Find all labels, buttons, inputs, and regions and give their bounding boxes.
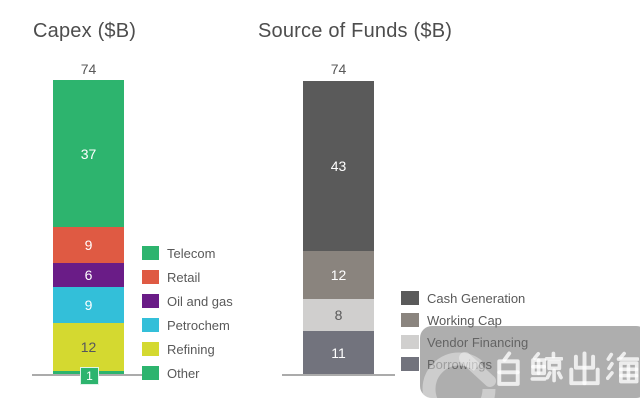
- segment-value-label: 8: [334, 307, 343, 323]
- legend-swatch-borrowings: [401, 357, 419, 371]
- legend-label: Oil and gas: [167, 293, 233, 309]
- segment-value-label: 9: [84, 237, 93, 253]
- whale-ring-logo-icon: [422, 352, 496, 398]
- stacked-bar-capex: 37 9 6 9 12: [53, 80, 124, 375]
- legend-item-refining: Refining: [142, 337, 233, 361]
- legend-swatch-other: [142, 366, 159, 380]
- char-jing-icon: [530, 351, 563, 383]
- legend-capex: Telecom Retail Oil and gas Petrochem Refinin…: [142, 241, 233, 385]
- bar-segment-working-cap: 12: [303, 251, 374, 299]
- segment-value-label: 9: [84, 297, 93, 313]
- legend-item-oil-and-gas: Oil and gas: [142, 289, 233, 313]
- segment-value-label: 37: [80, 145, 97, 162]
- segment-value-label: 11: [331, 345, 346, 361]
- x-axis-line: [282, 374, 395, 376]
- total-value-label: 74: [330, 61, 347, 77]
- legend-label: Petrochem: [167, 317, 230, 333]
- legend-swatch-vendor-financing: [401, 335, 419, 349]
- bar-segment-borrowings: 11: [303, 331, 374, 375]
- legend-label: Retail: [167, 269, 201, 285]
- segment-value-label: 12: [80, 339, 97, 355]
- legend-item-cash-generation: Cash Generation: [401, 287, 528, 309]
- char-bai-icon: [497, 351, 520, 386]
- bar-segment-cash-generation: 43: [303, 81, 374, 251]
- legend-swatch-petrochem: [142, 318, 159, 332]
- bar-segment-vendor-financing: 8: [303, 299, 374, 331]
- legend-item-working-cap: Working Cap: [401, 309, 528, 331]
- bar-segment-retail: 9: [53, 227, 124, 263]
- legend-label: Telecom: [167, 245, 216, 261]
- legend-label: Other: [167, 365, 200, 381]
- watermark-characters: [492, 348, 639, 390]
- legend-swatch-cash-generation: [401, 291, 419, 305]
- legend-item-retail: Retail: [142, 265, 233, 289]
- segment-value-label: 43: [330, 158, 347, 174]
- legend-label: Working Cap: [427, 312, 502, 328]
- total-value-label: 74: [80, 61, 97, 77]
- bar-segment-refining: 12: [53, 323, 124, 371]
- watermark-badge: 白鲸出海: [420, 326, 640, 398]
- legend-item-telecom: Telecom: [142, 241, 233, 265]
- bar-segment-petrochem: 9: [53, 287, 124, 323]
- legend-item-other: Other: [142, 361, 233, 385]
- other-segment-callout: 1: [80, 367, 99, 385]
- char-hai-icon: [606, 351, 639, 384]
- legend-label: Refining: [167, 341, 215, 357]
- segment-value-label: 6: [84, 267, 93, 283]
- stacked-bar-source-of-funds: 43 12 8 11: [303, 81, 374, 375]
- chart-title-capex: Capex ($B): [33, 20, 137, 42]
- legend-swatch-telecom: [142, 246, 159, 260]
- chart-title-source-of-funds: Source of Funds ($B): [258, 20, 453, 42]
- legend-swatch-refining: [142, 342, 159, 356]
- legend-item-petrochem: Petrochem: [142, 313, 233, 337]
- legend-swatch-retail: [142, 270, 159, 284]
- legend-label: Cash Generation: [427, 290, 526, 306]
- char-chu-icon: [569, 351, 600, 386]
- bar-segment-oil-and-gas: 6: [53, 263, 124, 287]
- bar-segment-telecom: 37: [53, 80, 124, 227]
- legend-swatch-working-cap: [401, 313, 419, 327]
- segment-value-label: 12: [330, 267, 347, 283]
- legend-swatch-oil-and-gas: [142, 294, 159, 308]
